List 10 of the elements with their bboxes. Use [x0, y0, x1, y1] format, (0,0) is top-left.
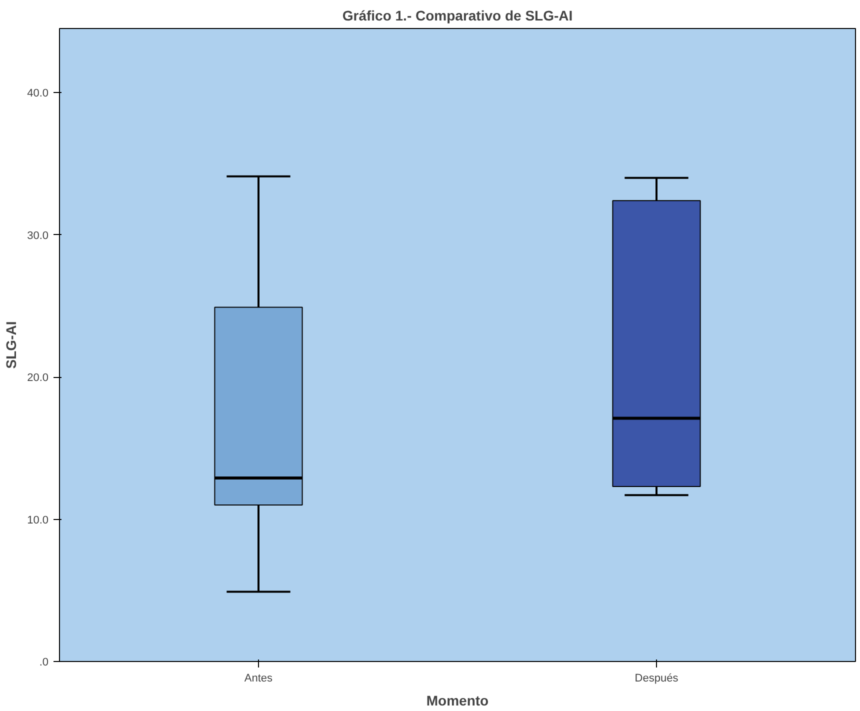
y-tick-label: 30.0: [27, 230, 49, 242]
y-tick-label: 40.0: [27, 88, 49, 100]
x-tick-label: Después: [634, 672, 679, 684]
chart-title: Gráfico 1.- Comparativo de SLG-AI: [342, 8, 573, 24]
x-tick-label: Antes: [244, 672, 274, 684]
y-tick-label: .0: [39, 656, 49, 668]
y-tick-label: 10.0: [27, 514, 49, 526]
y-axis-title: SLG-AI: [3, 321, 20, 369]
y-tick-label: 20.0: [27, 372, 49, 384]
x-axis-title: Momento: [426, 692, 489, 708]
